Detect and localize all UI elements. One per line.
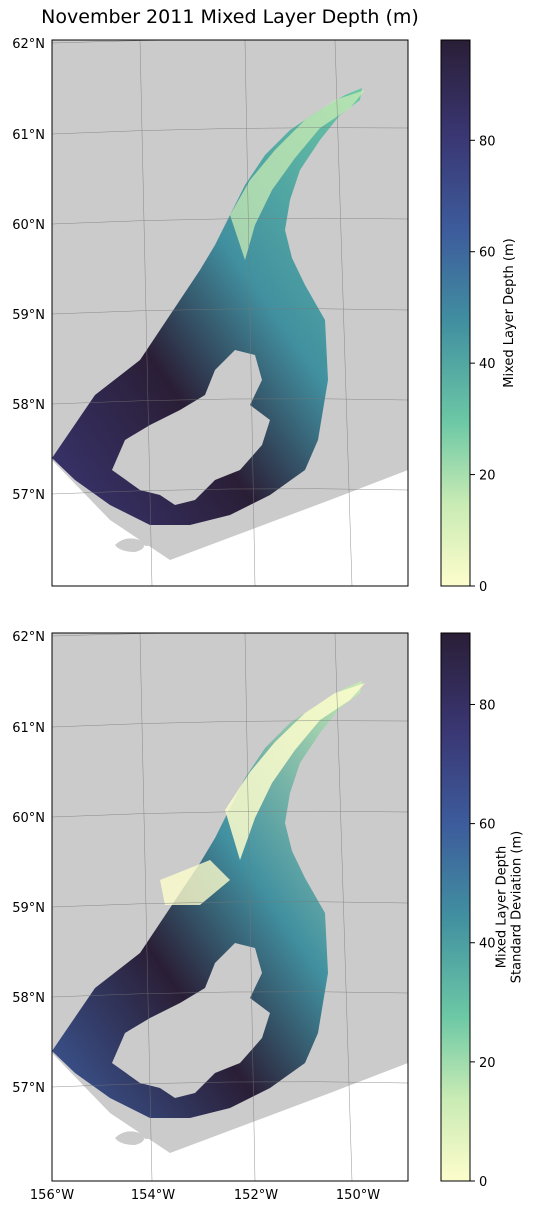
lat-tick-label: 58°N xyxy=(12,991,45,1006)
colorbar-tick-label: 20 xyxy=(479,1056,496,1071)
lat-tick-label: 62°N xyxy=(12,37,45,52)
inlet-shallow xyxy=(230,90,365,260)
small-island xyxy=(115,1131,144,1145)
lon-labels-bottom: 156°W 154°W 152°W 150°W xyxy=(30,1188,380,1203)
map-top-frame xyxy=(51,39,409,587)
colorbar-tick-label: 80 xyxy=(479,698,496,713)
lat-tick-label: 58°N xyxy=(12,398,45,413)
map-top xyxy=(52,40,408,586)
colorbar-tick-label: 40 xyxy=(479,937,496,952)
open-ocean xyxy=(52,460,408,586)
lat-tick-label: 61°N xyxy=(12,128,45,143)
colorbar-tick-label: 60 xyxy=(479,246,496,261)
colorbar-tick-label: 80 xyxy=(479,134,496,149)
figure-title: November 2011 Mixed Layer Depth (m) xyxy=(41,6,419,28)
graticule-bottom xyxy=(52,633,408,1181)
lat-tick-label: 61°N xyxy=(12,721,45,736)
small-island xyxy=(140,537,160,546)
lat-tick-label: 59°N xyxy=(12,308,45,323)
colorbar-top-ticks: 0 20 40 60 80 xyxy=(470,134,496,595)
colorbar-label: Mixed Layer Depth xyxy=(495,846,510,968)
colorbar-bottom xyxy=(440,632,471,1182)
colorbar-top xyxy=(440,39,471,587)
colorbar-tick-label: 40 xyxy=(479,357,496,372)
lat-tick-label: 62°N xyxy=(12,630,45,645)
colorbar-top-label: Mixed Layer Depth (m) xyxy=(502,238,517,387)
colorbar-tick-label: 0 xyxy=(479,580,487,595)
lat-tick-label: 60°N xyxy=(12,811,45,826)
open-ocean xyxy=(52,1053,408,1181)
lon-tick-label: 154°W xyxy=(131,1188,175,1203)
lat-tick-label: 57°N xyxy=(12,1081,45,1096)
lat-tick-label: 60°N xyxy=(12,218,45,233)
inlet-shallow xyxy=(225,683,365,860)
map-bottom-frame xyxy=(51,632,409,1182)
colorbar-label: Mixed Layer Depth (m) xyxy=(502,238,517,387)
lat-tick-label: 57°N xyxy=(12,488,45,503)
lat-tick-label: 59°N xyxy=(12,901,45,916)
lon-tick-label: 156°W xyxy=(30,1188,74,1203)
colorbar-tick-label: 20 xyxy=(479,469,496,484)
lat-labels-top: 62°N 61°N 60°N 59°N 58°N 57°N xyxy=(12,37,45,503)
lon-tick-label: 152°W xyxy=(234,1188,278,1203)
kodiak-island xyxy=(112,943,270,1098)
ocean-domain xyxy=(52,681,362,1118)
small-island xyxy=(115,538,144,552)
graticule-top xyxy=(52,40,408,586)
lon-tick-label: 150°W xyxy=(336,1188,380,1203)
shelf-shallow xyxy=(160,860,230,905)
ocean-domain xyxy=(52,88,362,525)
colorbar-bottom-label: Mixed Layer Depth Standard Deviation (m) xyxy=(495,831,525,983)
map-bottom xyxy=(52,633,408,1181)
colorbar-bottom-ticks: 0 20 40 60 80 xyxy=(470,698,496,1190)
colorbar-label: Standard Deviation (m) xyxy=(510,831,525,983)
colorbar-tick-label: 60 xyxy=(479,818,496,833)
kodiak-island xyxy=(112,350,270,505)
lat-labels-bottom: 62°N 61°N 60°N 59°N 58°N 57°N xyxy=(12,630,45,1096)
colorbar-tick-label: 0 xyxy=(479,1175,487,1190)
small-island xyxy=(140,1130,160,1139)
